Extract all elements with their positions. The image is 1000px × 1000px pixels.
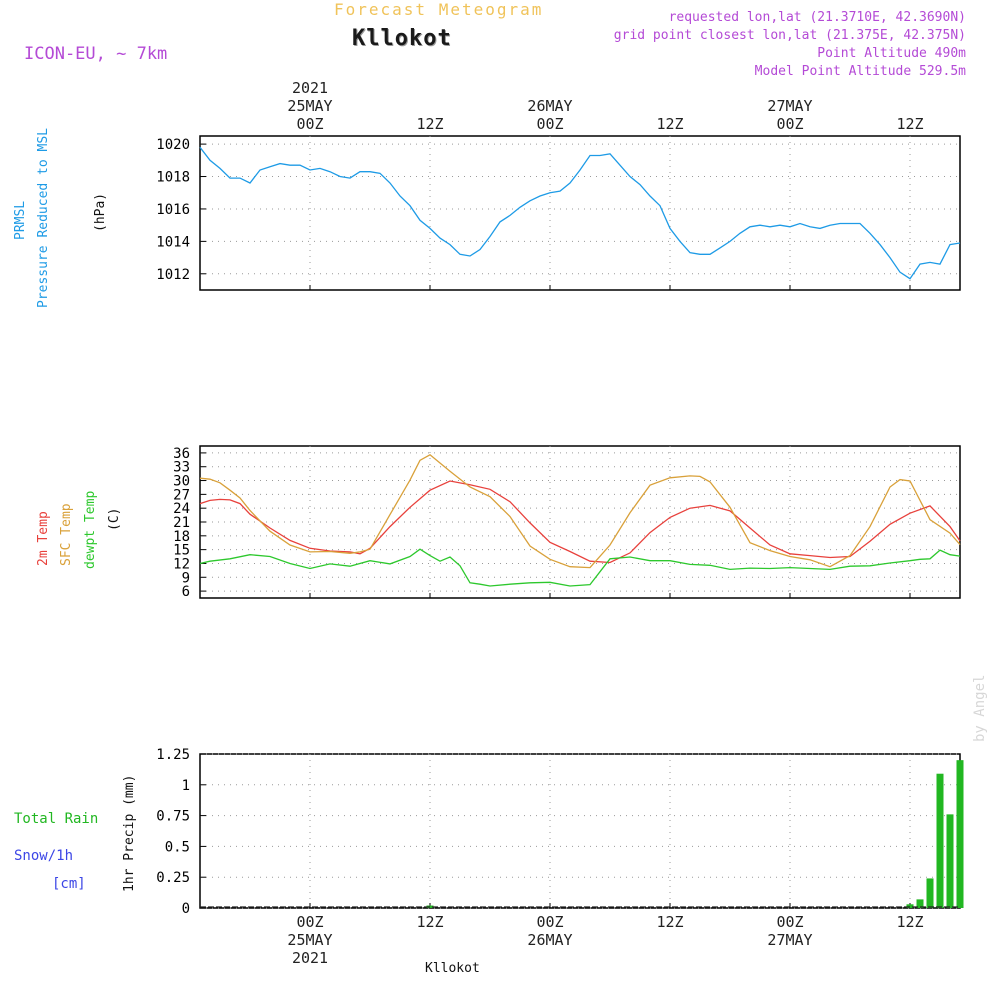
model-label: ICON-EU, ~ 7km bbox=[24, 44, 168, 64]
temp-label-3: dewpt Temp bbox=[83, 491, 98, 569]
temp-ytick-label: 18 bbox=[173, 529, 190, 545]
temp-ytick-label: 33 bbox=[173, 460, 190, 476]
precip-unit: 1hr Precip (mm) bbox=[122, 775, 137, 892]
product-title: Forecast Meteogram bbox=[334, 0, 544, 19]
pressure-panel-frame bbox=[199, 135, 961, 291]
temp-ytick-label: 15 bbox=[173, 543, 190, 559]
pressure-ytick-label: 1012 bbox=[156, 267, 190, 283]
top-time-label: 12Z bbox=[656, 115, 683, 133]
bottom-time-label: 00Z bbox=[296, 913, 323, 931]
pressure-ytick-label: 1016 bbox=[156, 202, 190, 218]
temp-line-2m-temp bbox=[199, 480, 961, 564]
pressure-label-1: PRMSL bbox=[13, 201, 28, 240]
temp-ytick-label: 36 bbox=[173, 446, 190, 462]
precip-ytick-label: 0.75 bbox=[156, 809, 190, 825]
precip-label-1: Total Rain bbox=[14, 811, 98, 827]
temp-ytick-label: 27 bbox=[173, 487, 190, 503]
pressure-line-prmsl bbox=[199, 146, 961, 280]
precip-ytick-label: 0.25 bbox=[156, 870, 190, 886]
top-time-label: 27MAY bbox=[767, 97, 812, 115]
bottom-time-label: 2021 bbox=[292, 949, 328, 967]
precip-panel-frame bbox=[199, 753, 961, 909]
temp-line-sfc-temp bbox=[199, 454, 961, 569]
precip-label-3: [cm] bbox=[52, 876, 86, 892]
top-time-label: 26MAY bbox=[527, 97, 572, 115]
temp-ytick-label: 9 bbox=[182, 570, 190, 586]
point-altitude: Point Altitude 490m bbox=[817, 46, 966, 61]
bottom-time-label: 12Z bbox=[656, 913, 683, 931]
temp-ytick-label: 12 bbox=[173, 556, 190, 572]
temp-label-2: SFC Temp bbox=[59, 503, 74, 566]
pressure-unit: (hPa) bbox=[93, 193, 108, 232]
precip-ytick-label: 0 bbox=[182, 901, 190, 917]
precip-label-2: Snow/1h bbox=[14, 848, 73, 864]
watermark: by Angel bbox=[972, 675, 988, 742]
top-time-label: 00Z bbox=[296, 115, 323, 133]
temp-ytick-label: 30 bbox=[173, 474, 190, 490]
precip-ytick-label: 0.5 bbox=[165, 839, 190, 855]
temp-ytick-label: 24 bbox=[173, 501, 190, 517]
bottom-time-label: 25MAY bbox=[287, 931, 332, 949]
bottom-time-label: 26MAY bbox=[527, 931, 572, 949]
precip-bar bbox=[916, 899, 924, 908]
bottom-time-label: 12Z bbox=[896, 913, 923, 931]
bottom-time-label: 00Z bbox=[776, 913, 803, 931]
top-time-label: 12Z bbox=[416, 115, 443, 133]
pressure-ytick-label: 1014 bbox=[156, 234, 190, 250]
top-time-label: 12Z bbox=[896, 115, 923, 133]
gridpoint-coords: grid point closest lon,lat (21.375E, 42.… bbox=[613, 28, 966, 43]
pressure-ytick-label: 1018 bbox=[156, 170, 190, 186]
precip-bar bbox=[956, 760, 964, 908]
precip-bar bbox=[946, 814, 954, 908]
pressure-ytick-label: 1020 bbox=[156, 137, 190, 153]
top-time-label: 00Z bbox=[776, 115, 803, 133]
pressure-label-2: Pressure Reduced to MSL bbox=[36, 128, 51, 308]
top-time-label: 00Z bbox=[536, 115, 563, 133]
footer-station: Kllokot bbox=[425, 961, 480, 976]
bottom-time-label: 27MAY bbox=[767, 931, 812, 949]
temp-ytick-label: 6 bbox=[182, 584, 190, 600]
precip-ytick-label: 1 bbox=[182, 778, 190, 794]
precip-bar bbox=[906, 904, 914, 908]
temp-unit: (C) bbox=[107, 508, 122, 531]
temp-ytick-label: 21 bbox=[173, 515, 190, 531]
station-title: Kllokot bbox=[352, 26, 452, 51]
bottom-time-label: 00Z bbox=[536, 913, 563, 931]
model-altitude: Model Point Altitude 529.5m bbox=[754, 64, 966, 79]
precip-bar bbox=[926, 878, 934, 908]
temp-line-dewpt-temp bbox=[199, 548, 961, 587]
top-time-label: 2021 bbox=[292, 79, 328, 97]
precip-bar bbox=[936, 773, 944, 908]
top-time-label: 25MAY bbox=[287, 97, 332, 115]
bottom-time-label: 12Z bbox=[416, 913, 443, 931]
requested-coords: requested lon,lat (21.3710E, 42.3690N) bbox=[668, 10, 966, 25]
precip-ytick-label: 1.25 bbox=[156, 747, 190, 763]
temp-label-1: 2m Temp bbox=[36, 511, 51, 566]
